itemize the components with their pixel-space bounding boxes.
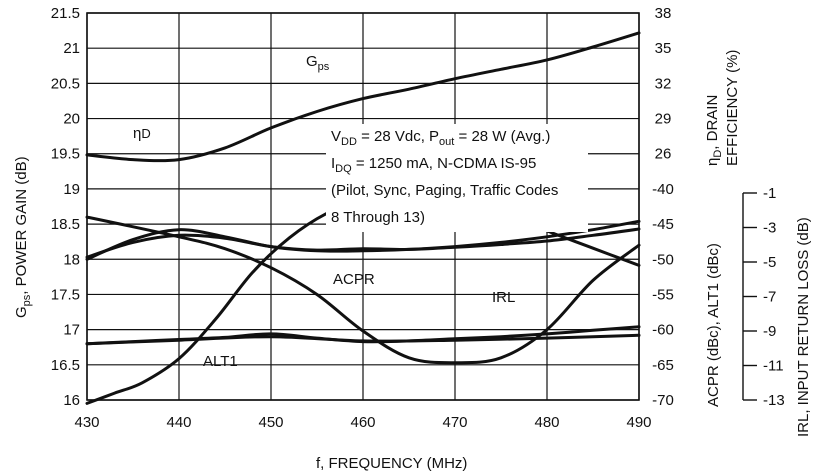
series-irl-companion-line (85, 215, 641, 365)
left-tick-label: 18.5 (51, 216, 80, 233)
plot-border (86, 12, 640, 401)
irl-tick-label: -3 (763, 220, 776, 237)
series---line (85, 31, 641, 163)
x-tick-label: 490 (626, 414, 651, 431)
left-tick-label: 16.5 (51, 357, 80, 374)
efficiency-tick-label: 32 (655, 75, 672, 92)
left-tick-label: 21 (63, 40, 80, 57)
dbc-tick-label: -50 (652, 251, 674, 268)
efficiency-tick-label: 26 (655, 146, 672, 163)
efficiency-tick-label: 38 (655, 5, 672, 22)
dbc-tick-label: -70 (652, 392, 674, 409)
dbc-tick-label: -65 (652, 357, 674, 374)
series-alt1-companion-line (85, 333, 641, 346)
etad-curve-label: ηD (133, 125, 151, 142)
irl-tick-label: -11 (763, 358, 784, 375)
irl-tick-label: -13 (763, 392, 785, 409)
right-axis-title-efficiency-1: ηD, DRAIN (704, 95, 724, 166)
left-tick-label: 16 (63, 392, 80, 409)
dbc-tick-label: -40 (652, 181, 674, 198)
x-tick-label: 460 (350, 414, 375, 431)
efficiency-tick-label: 29 (655, 111, 672, 128)
left-tick-label: 18 (63, 251, 80, 268)
right-axis-title-irl: IRL, INPUT RETURN LOSS (dB) (795, 217, 812, 437)
series-g-line (85, 219, 641, 261)
conditions-line-3: (Pilot, Sync, Paging, Traffic Codes (331, 182, 558, 199)
left-tick-label: 21.5 (51, 5, 80, 22)
dbc-tick-label: -60 (652, 322, 674, 339)
x-tick-label: 430 (74, 414, 99, 431)
irl-tick-label: -1 (763, 185, 776, 202)
plot-frame (86, 12, 640, 401)
gps-curve-label: Gps (306, 53, 330, 73)
right-axis-title-efficiency-2: EFFICIENCY (%) (724, 50, 741, 166)
left-tick-label: 20 (63, 111, 80, 128)
efficiency-tick-label: 35 (655, 40, 672, 57)
dbc-tick-label: -45 (652, 216, 674, 233)
acpr-curve-label: ACPR (333, 271, 375, 288)
irl-tick-label: -9 (763, 323, 776, 340)
left-tick-label: 19.5 (51, 146, 80, 163)
irl-curve-label: IRL (492, 289, 515, 306)
right-axis-title-acpr: ACPR (dBc), ALT1 (dBc) (705, 243, 722, 407)
data-curves (85, 31, 641, 405)
conditions-line-4: 8 Through 13) (331, 209, 425, 226)
dbc-tick-label: -55 (652, 286, 674, 303)
irl-tick-label: -5 (763, 254, 776, 271)
irl-tick-label: -7 (763, 289, 776, 306)
x-tick-label: 450 (258, 414, 283, 431)
tick-labels: 430 440 450 460 470 480 490 16 16.5 17 17.5 18 18.5 1… (51, 5, 674, 431)
left-tick-label: 19 (63, 181, 80, 198)
irl-axis-bracket: -1 -3 -5 -7 -9 -11 -13 (742, 185, 785, 409)
left-tick-label: 17 (63, 322, 80, 339)
conditions-line-2: IDQ = 1250 mA, N-CDMA IS-95 (331, 155, 536, 175)
x-tick-label: 480 (534, 414, 559, 431)
x-axis-title: f, FREQUENCY (MHz) (316, 455, 467, 472)
left-tick-label: 17.5 (51, 286, 80, 303)
left-tick-label: 20.5 (51, 75, 80, 92)
x-tick-label: 470 (442, 414, 467, 431)
test-conditions: VDD = 28 Vdc, Pout = 28 W (Avg.) IDQ = 1… (326, 124, 588, 232)
conditions-line-1: VDD = 28 Vdc, Pout = 28 W (Avg.) (331, 128, 550, 148)
x-tick-label: 440 (166, 414, 191, 431)
left-axis-title: Gps, POWER GAIN (dB) (13, 156, 33, 318)
alt1-curve-label: ALT1 (203, 353, 238, 370)
